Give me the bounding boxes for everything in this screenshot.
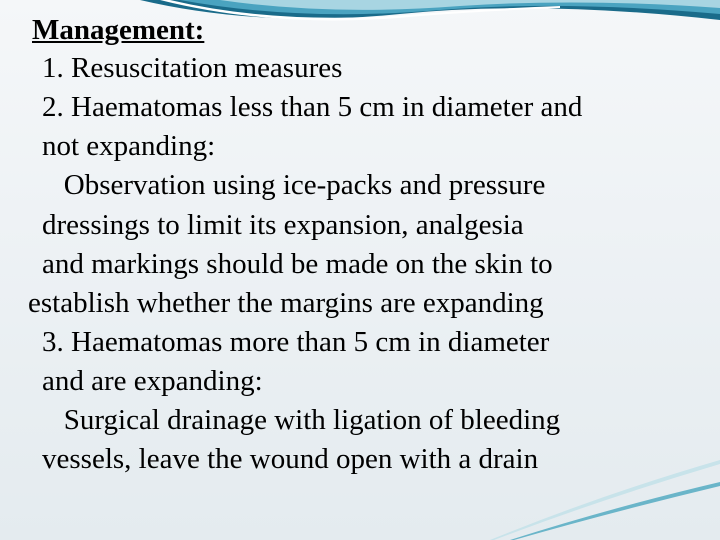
body-line-5: dressings to limit its expansion, analge… (42, 206, 700, 245)
body-line-3: not expanding: (42, 127, 700, 166)
body-line-4: Observation using ice-packs and pressure (42, 166, 700, 205)
body-line-9: and are expanding: (42, 362, 700, 401)
body-line-6: and markings should be made on the skin … (42, 245, 700, 284)
body-line-7: establish whether the margins are expand… (28, 284, 700, 323)
corner-swoosh-decoration (480, 400, 720, 540)
heading: Management: (32, 14, 700, 47)
corner-svg (480, 400, 720, 540)
slide: Management: 1. Resuscitation measures 2.… (0, 0, 720, 540)
body-line-8: 3. Haematomas more than 5 cm in diameter (42, 323, 700, 362)
body-line-2: 2. Haematomas less than 5 cm in diameter… (42, 88, 700, 127)
body-line-1: 1. Resuscitation measures (42, 49, 700, 88)
